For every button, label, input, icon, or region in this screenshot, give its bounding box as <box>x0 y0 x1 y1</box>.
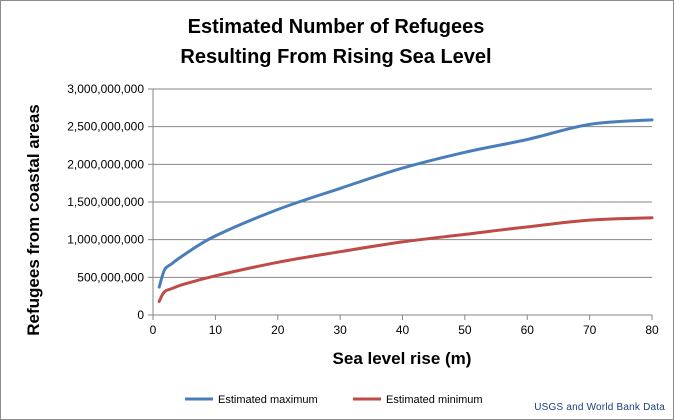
series-line-maximum <box>157 118 654 289</box>
y-tick-label: 1,500,000,000 <box>67 195 144 209</box>
x-tick-label: 0 <box>150 323 157 337</box>
source-note: USGS and World Bank Data <box>534 402 665 413</box>
x-tick-label: 70 <box>583 323 597 337</box>
chart-title-line-2: Resulting From Rising Sea Level <box>180 46 491 68</box>
y-tick-label: 0 <box>137 308 144 322</box>
legend-label: Estimated maximum <box>218 394 318 406</box>
chart-title-line-1: Estimated Number of Refugees <box>188 16 485 38</box>
y-tick-label: 2,500,000,000 <box>67 120 144 134</box>
y-tick-label: 1,000,000,000 <box>67 233 144 247</box>
x-tick-label: 60 <box>521 323 535 337</box>
x-tick-label: 30 <box>333 323 347 337</box>
y-tick-label: 500,000,000 <box>77 270 144 284</box>
x-tick-labels: 0 10 20 30 40 50 60 70 80 <box>150 323 659 337</box>
x-tick-label: 10 <box>209 323 223 337</box>
y-tick-label: 2,000,000,000 <box>67 157 144 171</box>
y-tick-label: 3,000,000,000 <box>67 82 144 96</box>
y-tick-labels: 0 500,000,000 1,000,000,000 1,500,000,000 2,… <box>67 82 144 322</box>
axes <box>148 88 653 320</box>
y-axis-title: Refugees from coastal areas <box>24 104 43 336</box>
x-tick-label: 80 <box>645 323 659 337</box>
legend-label: Estimated minimum <box>386 394 483 406</box>
x-tick-label: 50 <box>458 323 472 337</box>
legend: Estimated maximum Estimated minimum <box>185 394 483 406</box>
x-axis-title: Sea level rise (m) <box>333 349 472 368</box>
x-tick-label: 40 <box>396 323 410 337</box>
series-lines <box>157 118 654 303</box>
series-line-minimum <box>157 216 654 303</box>
gridlines <box>153 88 652 278</box>
x-tick-label: 20 <box>271 323 285 337</box>
